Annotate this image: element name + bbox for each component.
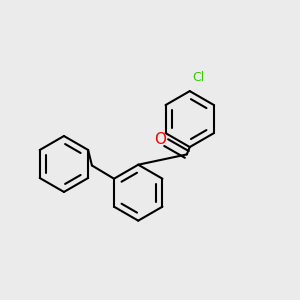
Text: Cl: Cl (193, 71, 205, 84)
Text: O: O (154, 132, 166, 147)
